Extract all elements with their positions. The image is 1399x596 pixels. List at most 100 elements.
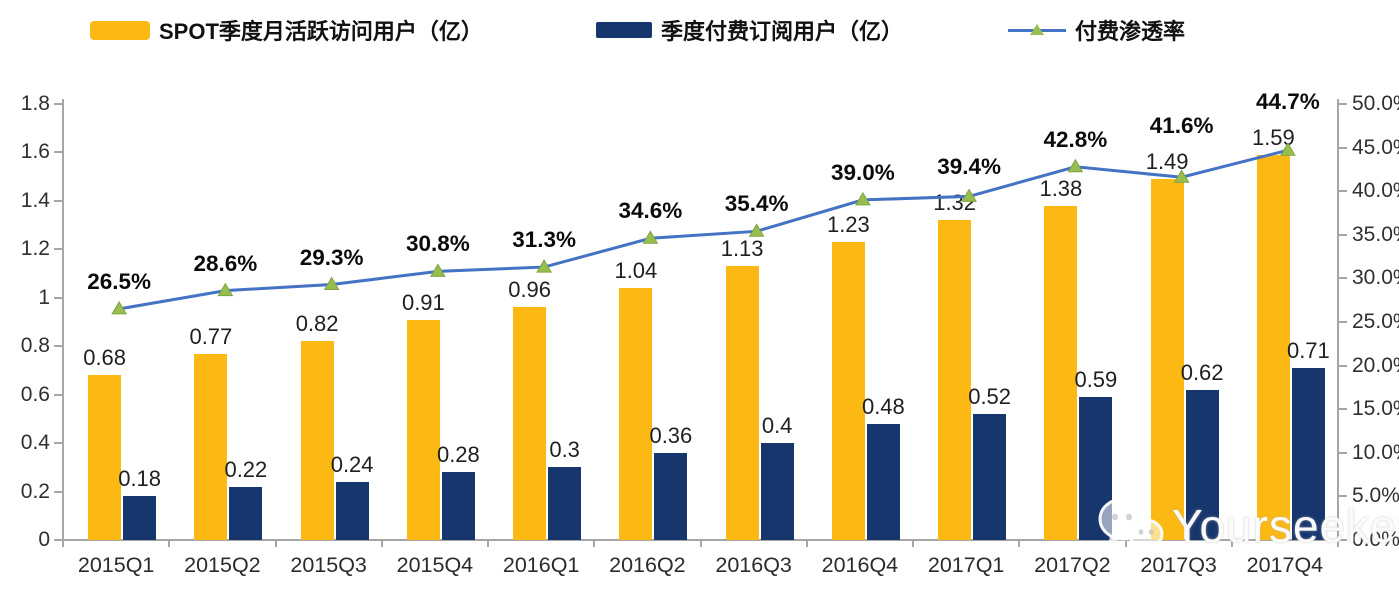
subs-bar [760, 443, 794, 540]
y-axis-left-tick-label: 1.8 [20, 92, 50, 115]
penetration-value-label: 44.7% [1255, 88, 1320, 114]
y-axis-right-tick-label: 5.0% [1352, 484, 1399, 508]
mau-legend-swatch [90, 20, 150, 40]
y-axis-left-tick [54, 393, 62, 396]
subs-legend-swatch [596, 22, 652, 38]
penetration-value-label: 31.3% [512, 227, 577, 253]
subs-bar [1291, 368, 1325, 540]
subs-value-label: 0.48 [861, 393, 905, 419]
penetration-legend-line [1008, 24, 1066, 36]
y-axis-right-line [1337, 99, 1339, 540]
subs-bar [335, 481, 369, 540]
subs-value-label: 0.36 [649, 422, 693, 448]
subs-value-label: 0.22 [224, 456, 268, 482]
x-axis-tick [380, 540, 383, 547]
mau-bar [88, 375, 122, 540]
x-axis-tick [168, 540, 171, 547]
mau-bar [513, 307, 547, 540]
triangle-marker-icon [430, 263, 446, 277]
triangle-marker-icon [748, 223, 765, 237]
x-axis-category-label: 2017Q4 [1246, 553, 1324, 577]
subs-value-label: 0.59 [1074, 367, 1118, 393]
x-axis-category-label: 2015Q1 [77, 553, 155, 577]
y-axis-right-tick-label: 0.0% [1352, 528, 1399, 551]
mau-value-label: 1.23 [826, 212, 870, 238]
triangle-marker-icon [855, 191, 871, 206]
y-axis-right-tick-label: 25.0% [1352, 310, 1399, 333]
x-axis-tick [912, 540, 914, 547]
mau-value-label: 1.38 [1039, 175, 1083, 201]
watermark-text: Yourseeker [1172, 500, 1399, 552]
y-axis-right-tick [1339, 233, 1347, 236]
x-axis-category-label: 2017Q1 [927, 553, 1005, 577]
subs-bar [441, 472, 475, 540]
x-axis-category-label: 2015Q2 [184, 553, 261, 577]
y-axis-right-tick [1339, 408, 1347, 411]
penetration-line [118, 148, 1289, 311]
subs-value-label: 0.4 [761, 413, 793, 439]
watermark: Yourseeker [1096, 496, 1399, 556]
subs-value-label: 0.3 [549, 437, 580, 463]
y-axis-left-tick-label: 1.4 [20, 188, 50, 212]
subs-bar [229, 486, 263, 540]
legend-item-mau: SPOT季度月活跃访问用户（亿） [90, 16, 483, 44]
mau-value-label: 1.59 [1251, 124, 1295, 150]
y-axis-right-tick [1339, 539, 1347, 541]
mau-value-label: 1.13 [720, 236, 764, 262]
x-axis-tick [1230, 540, 1233, 547]
subs-value-label: 0.24 [330, 451, 374, 477]
y-axis-left-tick-label: 1.6 [20, 140, 50, 164]
mau-value-label: 0.96 [508, 277, 552, 303]
y-axis-right-tick [1339, 277, 1347, 280]
mau-legend-label: SPOT季度月活跃访问用户（亿） [159, 19, 483, 44]
mau-bar [619, 288, 653, 540]
y-axis-left-tick [54, 442, 62, 445]
triangle-marker-icon [111, 300, 127, 315]
y-axis-right-tick [1339, 103, 1347, 105]
y-axis-left-tick [54, 345, 62, 348]
y-axis-right-tick-label: 15.0% [1352, 397, 1399, 421]
x-axis-category-label: 2016Q4 [821, 553, 899, 577]
y-axis-right-tick-label: 30.0% [1352, 266, 1399, 290]
y-axis-left-tick [54, 296, 62, 299]
subs-bar [123, 496, 157, 540]
x-axis-tick [1018, 540, 1021, 547]
y-axis-right-tick [1339, 190, 1347, 193]
triangle-marker-icon [1067, 158, 1084, 173]
y-axis-right-tick-label: 50.0% [1352, 92, 1399, 115]
x-axis-category-label: 2016Q2 [609, 553, 686, 577]
triangle-marker-icon [536, 259, 552, 273]
y-axis-left-tick-label: 1 [38, 285, 50, 309]
y-axis-right-tick [1339, 364, 1347, 367]
x-axis-tick [274, 540, 277, 547]
subs-bar [866, 423, 900, 540]
x-axis-tick [1337, 540, 1339, 547]
x-axis-category-label: 2015Q4 [396, 553, 474, 577]
x-axis-tick [805, 540, 808, 547]
mau-value-label: 1.32 [933, 190, 977, 216]
y-axis-right-tick-label: 20.0% [1352, 353, 1399, 377]
mau-value-label: 0.77 [189, 323, 233, 349]
x-axis-tick [699, 540, 702, 547]
y-axis-right-tick [1339, 451, 1347, 454]
mau-value-label: 0.68 [83, 345, 127, 371]
x-axis-category-label: 2015Q3 [290, 553, 367, 577]
subs-value-label: 0.62 [1180, 359, 1224, 385]
legend-item-penetration: 付费渗透率 [1008, 16, 1185, 44]
y-axis-left-tick-label: 0.2 [20, 479, 50, 503]
y-axis-right-tick-label: 40.0% [1352, 179, 1399, 203]
x-axis-tick [62, 540, 64, 547]
mau-bar [938, 220, 972, 540]
wechat-icon [1098, 497, 1164, 553]
triangle-marker-icon [642, 230, 659, 244]
mau-value-label: 0.91 [401, 289, 445, 315]
y-axis-left-tick-label: 0.8 [20, 334, 50, 358]
mau-value-label: 0.82 [295, 311, 339, 337]
y-axis-right-tick-label: 10.0% [1352, 440, 1399, 464]
x-axis-category-label: 2017Q2 [1034, 553, 1111, 577]
y-axis-left-tick-label: 0.6 [20, 382, 50, 406]
y-axis-left-tick-label: 0.4 [20, 431, 50, 455]
y-axis-left-tick [54, 151, 62, 154]
mau-value-label: 1.49 [1145, 149, 1189, 175]
